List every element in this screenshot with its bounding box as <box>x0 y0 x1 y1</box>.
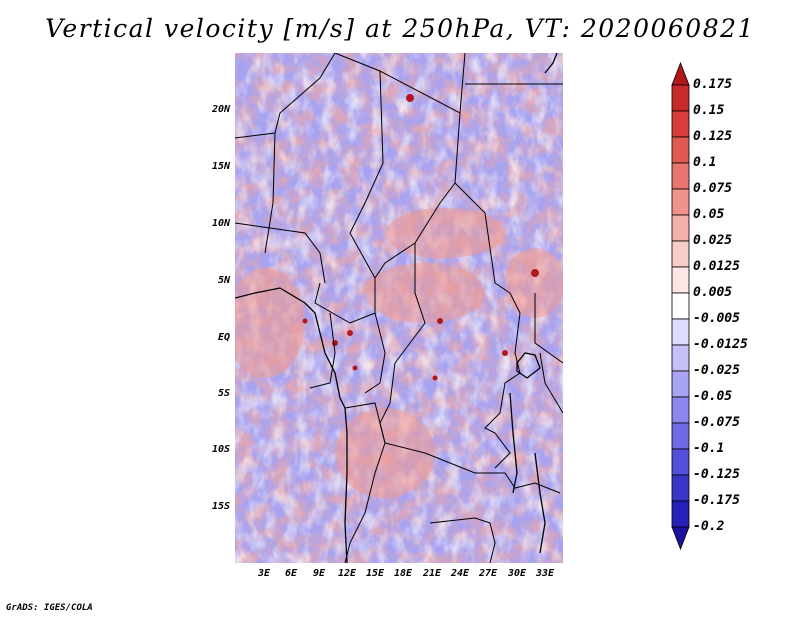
colorbar-segment <box>671 422 690 450</box>
colorbar-segment <box>671 318 690 346</box>
lon-label: 6E <box>284 568 298 579</box>
colorbar-label: 0.1 <box>693 155 717 170</box>
lon-label: 15E <box>365 568 385 579</box>
colorbar-label: 0.05 <box>693 207 725 222</box>
lon-label: 18E <box>393 568 413 579</box>
colorbar-label: -0.0125 <box>693 337 748 352</box>
lat-label: 15N <box>211 161 230 172</box>
lon-label: 33E <box>535 568 555 579</box>
lat-label: 10S <box>211 444 230 455</box>
colorbar-segment <box>671 162 690 190</box>
lat-label: 5S <box>217 388 230 399</box>
colorbar-label: -0.005 <box>693 311 740 326</box>
colorbar-label: 0.075 <box>693 181 733 196</box>
colorbar-label: -0.125 <box>693 467 740 482</box>
colorbar-segment <box>671 344 690 372</box>
colorbar-segment <box>671 188 690 216</box>
lon-label: 30E <box>507 568 527 579</box>
colorbar-label: -0.2 <box>693 519 725 534</box>
colorbar-segment <box>671 526 690 551</box>
lat-label: 15S <box>211 501 230 512</box>
lon-label: 24E <box>450 568 470 579</box>
coastline-lakes <box>235 53 558 563</box>
colorbar-label: 0.0125 <box>693 259 740 274</box>
lon-label: 27E <box>478 568 498 579</box>
lat-label: 20N <box>211 104 230 115</box>
credit-text: GrADS: IGES/COLA <box>6 603 93 613</box>
colorbar-segment <box>671 266 690 294</box>
colorbar-label: 0.175 <box>693 77 733 92</box>
colorbar-label: 0.15 <box>693 103 725 118</box>
lat-label: EQ <box>217 332 230 343</box>
country-borders <box>235 53 563 563</box>
lon-label: 21E <box>422 568 442 579</box>
lon-label: 3E <box>257 568 271 579</box>
colorbar-label: 0.005 <box>693 285 733 300</box>
colorbar-segment <box>671 292 690 320</box>
colorbar-segment <box>671 84 690 112</box>
colorbar-label: -0.1 <box>693 441 725 456</box>
colorbar-label: -0.025 <box>693 363 740 378</box>
velocity-map <box>235 53 563 563</box>
colorbar-segment <box>671 370 690 398</box>
lat-label: 5N <box>217 275 230 286</box>
colorbar-segment <box>671 448 690 476</box>
lat-label: 10N <box>211 218 230 229</box>
colorbar-segment <box>671 214 690 242</box>
colorbar-segment <box>671 474 690 502</box>
colorbar-label: -0.175 <box>693 493 740 508</box>
colorbar-segment <box>671 396 690 424</box>
colorbar-segment <box>671 500 690 528</box>
colorbar-segment <box>671 110 690 138</box>
map-title: Vertical velocity [m/s] at 250hPa, VT: 2… <box>45 14 755 43</box>
lon-label: 12E <box>337 568 357 579</box>
colorbar-segment <box>671 61 690 86</box>
lon-label: 9E <box>312 568 326 579</box>
colorbar-segment <box>671 240 690 268</box>
colorbar-label: -0.075 <box>693 415 740 430</box>
colorbar-label: -0.05 <box>693 389 733 404</box>
colorbar-label: 0.125 <box>693 129 733 144</box>
colorbar-label: 0.025 <box>693 233 733 248</box>
colorbar-segment <box>671 136 690 164</box>
strong-updraft-spots <box>302 94 539 381</box>
